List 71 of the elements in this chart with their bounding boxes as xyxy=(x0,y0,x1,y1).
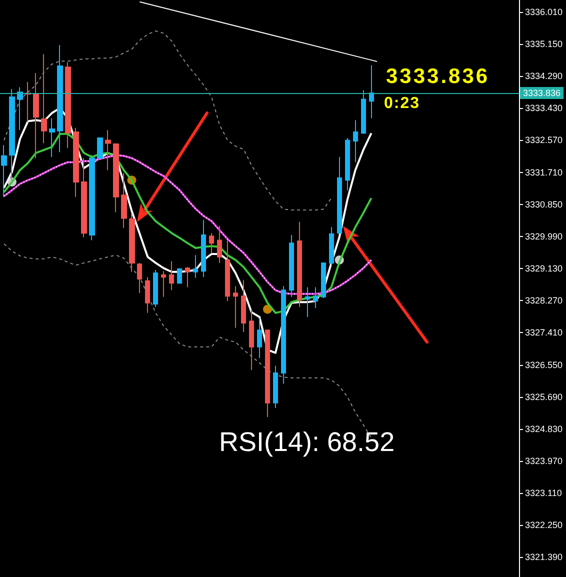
candlestick xyxy=(193,254,198,278)
candlestick xyxy=(345,138,350,191)
candlestick xyxy=(201,220,206,278)
candlestick xyxy=(257,318,262,359)
candlestick xyxy=(145,276,150,314)
candlestick xyxy=(353,120,358,163)
y-tick-label: 3324.830 xyxy=(525,424,563,434)
candlestick xyxy=(65,62,71,149)
candlestick xyxy=(97,136,103,159)
candlestick xyxy=(337,156,342,234)
y-tick-label: 3332.570 xyxy=(525,135,563,146)
candlestick xyxy=(161,270,166,298)
y-tick-label: 3326.550 xyxy=(525,360,563,370)
candlestick xyxy=(57,44,63,153)
y-tick-label: 3328.270 xyxy=(525,296,563,306)
candlestick xyxy=(81,158,87,238)
annotation: RSI(14): 68.52 xyxy=(219,427,395,457)
candlestick xyxy=(105,130,111,171)
y-tick-label: 3323.110 xyxy=(525,488,562,498)
candlestick xyxy=(177,268,182,284)
candlestick xyxy=(281,286,286,384)
y-tick-label: 3327.410 xyxy=(525,328,563,338)
candlestick xyxy=(233,286,238,328)
line-series xyxy=(2,107,372,354)
candlestick xyxy=(1,144,7,198)
candlestick xyxy=(305,286,310,318)
y-tick-label: 3323.970 xyxy=(525,456,563,466)
candlestick xyxy=(241,280,246,332)
y-tick-label: 3335.150 xyxy=(525,39,563,50)
y-tick-label: 3321.390 xyxy=(525,552,563,562)
candlestick xyxy=(33,72,39,159)
candlestick xyxy=(73,127,79,198)
text: 0:23 xyxy=(384,95,420,112)
candlestick xyxy=(297,221,302,308)
candlestick xyxy=(185,266,190,288)
y-tick-label: 3336.010 xyxy=(525,6,563,17)
candlestick xyxy=(369,64,374,119)
candlestick xyxy=(41,54,47,144)
candlestick xyxy=(361,90,366,134)
y-tick-label: 3322.250 xyxy=(525,520,563,530)
candlestick xyxy=(153,270,158,308)
candlestick xyxy=(249,309,254,370)
candlestick xyxy=(49,118,55,158)
ref-line-label: 3333.836 xyxy=(523,88,561,98)
candlestick xyxy=(273,365,278,409)
y-tick-label: 3329.130 xyxy=(525,264,563,274)
y-tick-label: 3331.710 xyxy=(525,167,563,178)
text: 3333.836 xyxy=(386,65,490,88)
candlestick xyxy=(137,262,142,294)
candlestick xyxy=(265,330,270,418)
candlestick xyxy=(321,262,326,299)
line-series xyxy=(2,132,372,314)
candlestick xyxy=(225,240,230,302)
candlestick xyxy=(329,226,334,266)
y-tick-label: 3333.430 xyxy=(525,103,563,114)
candlestick xyxy=(25,82,31,122)
candlestick xyxy=(89,154,95,241)
candlestick xyxy=(217,226,222,264)
y-tick-label: 3325.690 xyxy=(525,392,563,402)
candlestick xyxy=(17,86,23,131)
candlestick xyxy=(121,172,127,228)
candlestick xyxy=(129,212,135,272)
candlestick xyxy=(313,286,318,309)
y-tick-label: 3329.990 xyxy=(525,231,563,242)
candlestick xyxy=(169,260,174,291)
y-tick-label: 3330.850 xyxy=(525,199,563,210)
y-tick-label: 3334.290 xyxy=(525,71,563,82)
candlestick xyxy=(289,234,294,298)
candlestick xyxy=(209,232,214,254)
candlestick xyxy=(113,142,119,213)
line-series xyxy=(3,30,332,210)
